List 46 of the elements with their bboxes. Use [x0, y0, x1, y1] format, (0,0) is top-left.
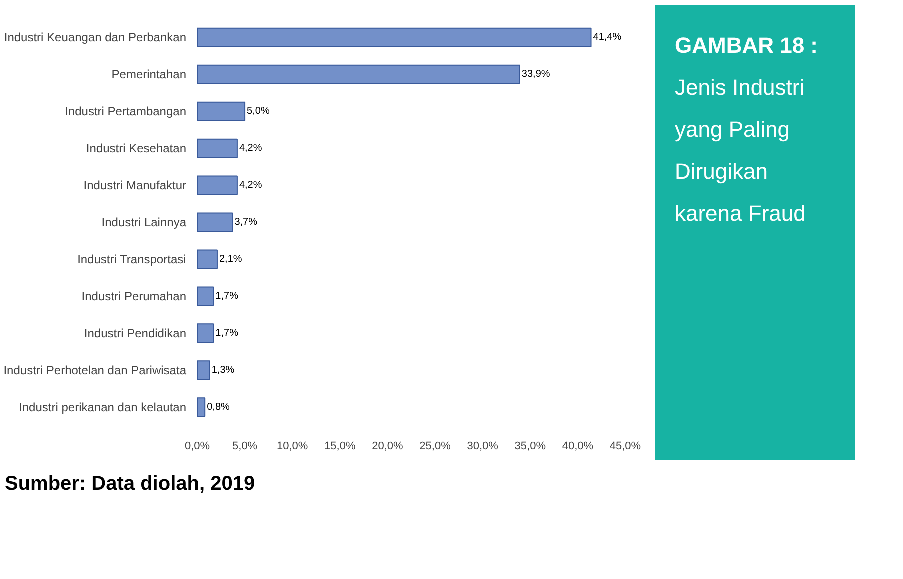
bar: [198, 176, 238, 196]
x-tick-label: 5,0%: [232, 440, 258, 452]
text: GAMBAR 18 :: [675, 33, 818, 58]
bar: [198, 64, 520, 84]
data-label: 4,2%: [239, 143, 262, 154]
y-tick-label: Industri Perhotelan dan Pariwisata: [4, 363, 187, 378]
data-label: 5,0%: [247, 106, 270, 118]
y-tick-label: Industri Pendidikan: [84, 326, 187, 340]
y-tick-label: Industri Transportasi: [78, 252, 186, 266]
data-label: 2,1%: [219, 254, 242, 265]
bar: [198, 28, 592, 48]
bar: [198, 138, 238, 158]
x-tick-label: 25,0%: [420, 440, 452, 452]
text: Sumber: Data diolah, 2019: [5, 473, 256, 495]
x-tick-label: 35,0%: [514, 440, 546, 452]
bar: [198, 398, 206, 418]
x-tick-label: 30,0%: [467, 440, 499, 452]
bar: [198, 250, 218, 270]
data-label: 41,4%: [593, 32, 622, 44]
x-tick-label: 40,0%: [562, 440, 594, 452]
x-tick-label: 15,0%: [324, 440, 356, 452]
x-tick-label: 20,0%: [372, 440, 404, 452]
y-tick-label: Industri perikanan dan kelautan: [19, 400, 187, 414]
data-label: 1,7%: [216, 328, 239, 339]
bar: [198, 102, 246, 122]
y-tick-label: Industri Pertambangan: [65, 104, 186, 119]
data-label: 4,2%: [239, 180, 262, 192]
y-tick-label: Pemerintahan: [112, 68, 187, 82]
y-tick-label: Industri Kesehatan: [86, 142, 187, 156]
data-label: 0,8%: [207, 402, 230, 413]
data-label: 3,7%: [234, 217, 258, 228]
y-tick-label: Industri Perumahan: [82, 289, 187, 304]
bar: [198, 324, 214, 344]
bar: [198, 360, 210, 380]
data-label: 1,3%: [212, 364, 235, 376]
text: Jenis Industri yang Paling Dirugikan karena Fraud: [675, 75, 806, 226]
data-label: 1,7%: [216, 290, 239, 302]
x-tick-label: 10,0%: [277, 440, 308, 452]
bar: [198, 212, 234, 232]
y-tick-label: Industri Manufaktur: [84, 178, 187, 193]
bar: [198, 286, 214, 306]
x-tick-label: 0,0%: [184, 440, 210, 452]
y-tick-label: Industri Keuangan dan Perbankan: [4, 30, 186, 45]
data-label: 33,9%: [522, 69, 550, 80]
y-tick-label: Industri Lainnya: [102, 216, 187, 230]
x-tick-label: 45,0%: [610, 440, 642, 452]
